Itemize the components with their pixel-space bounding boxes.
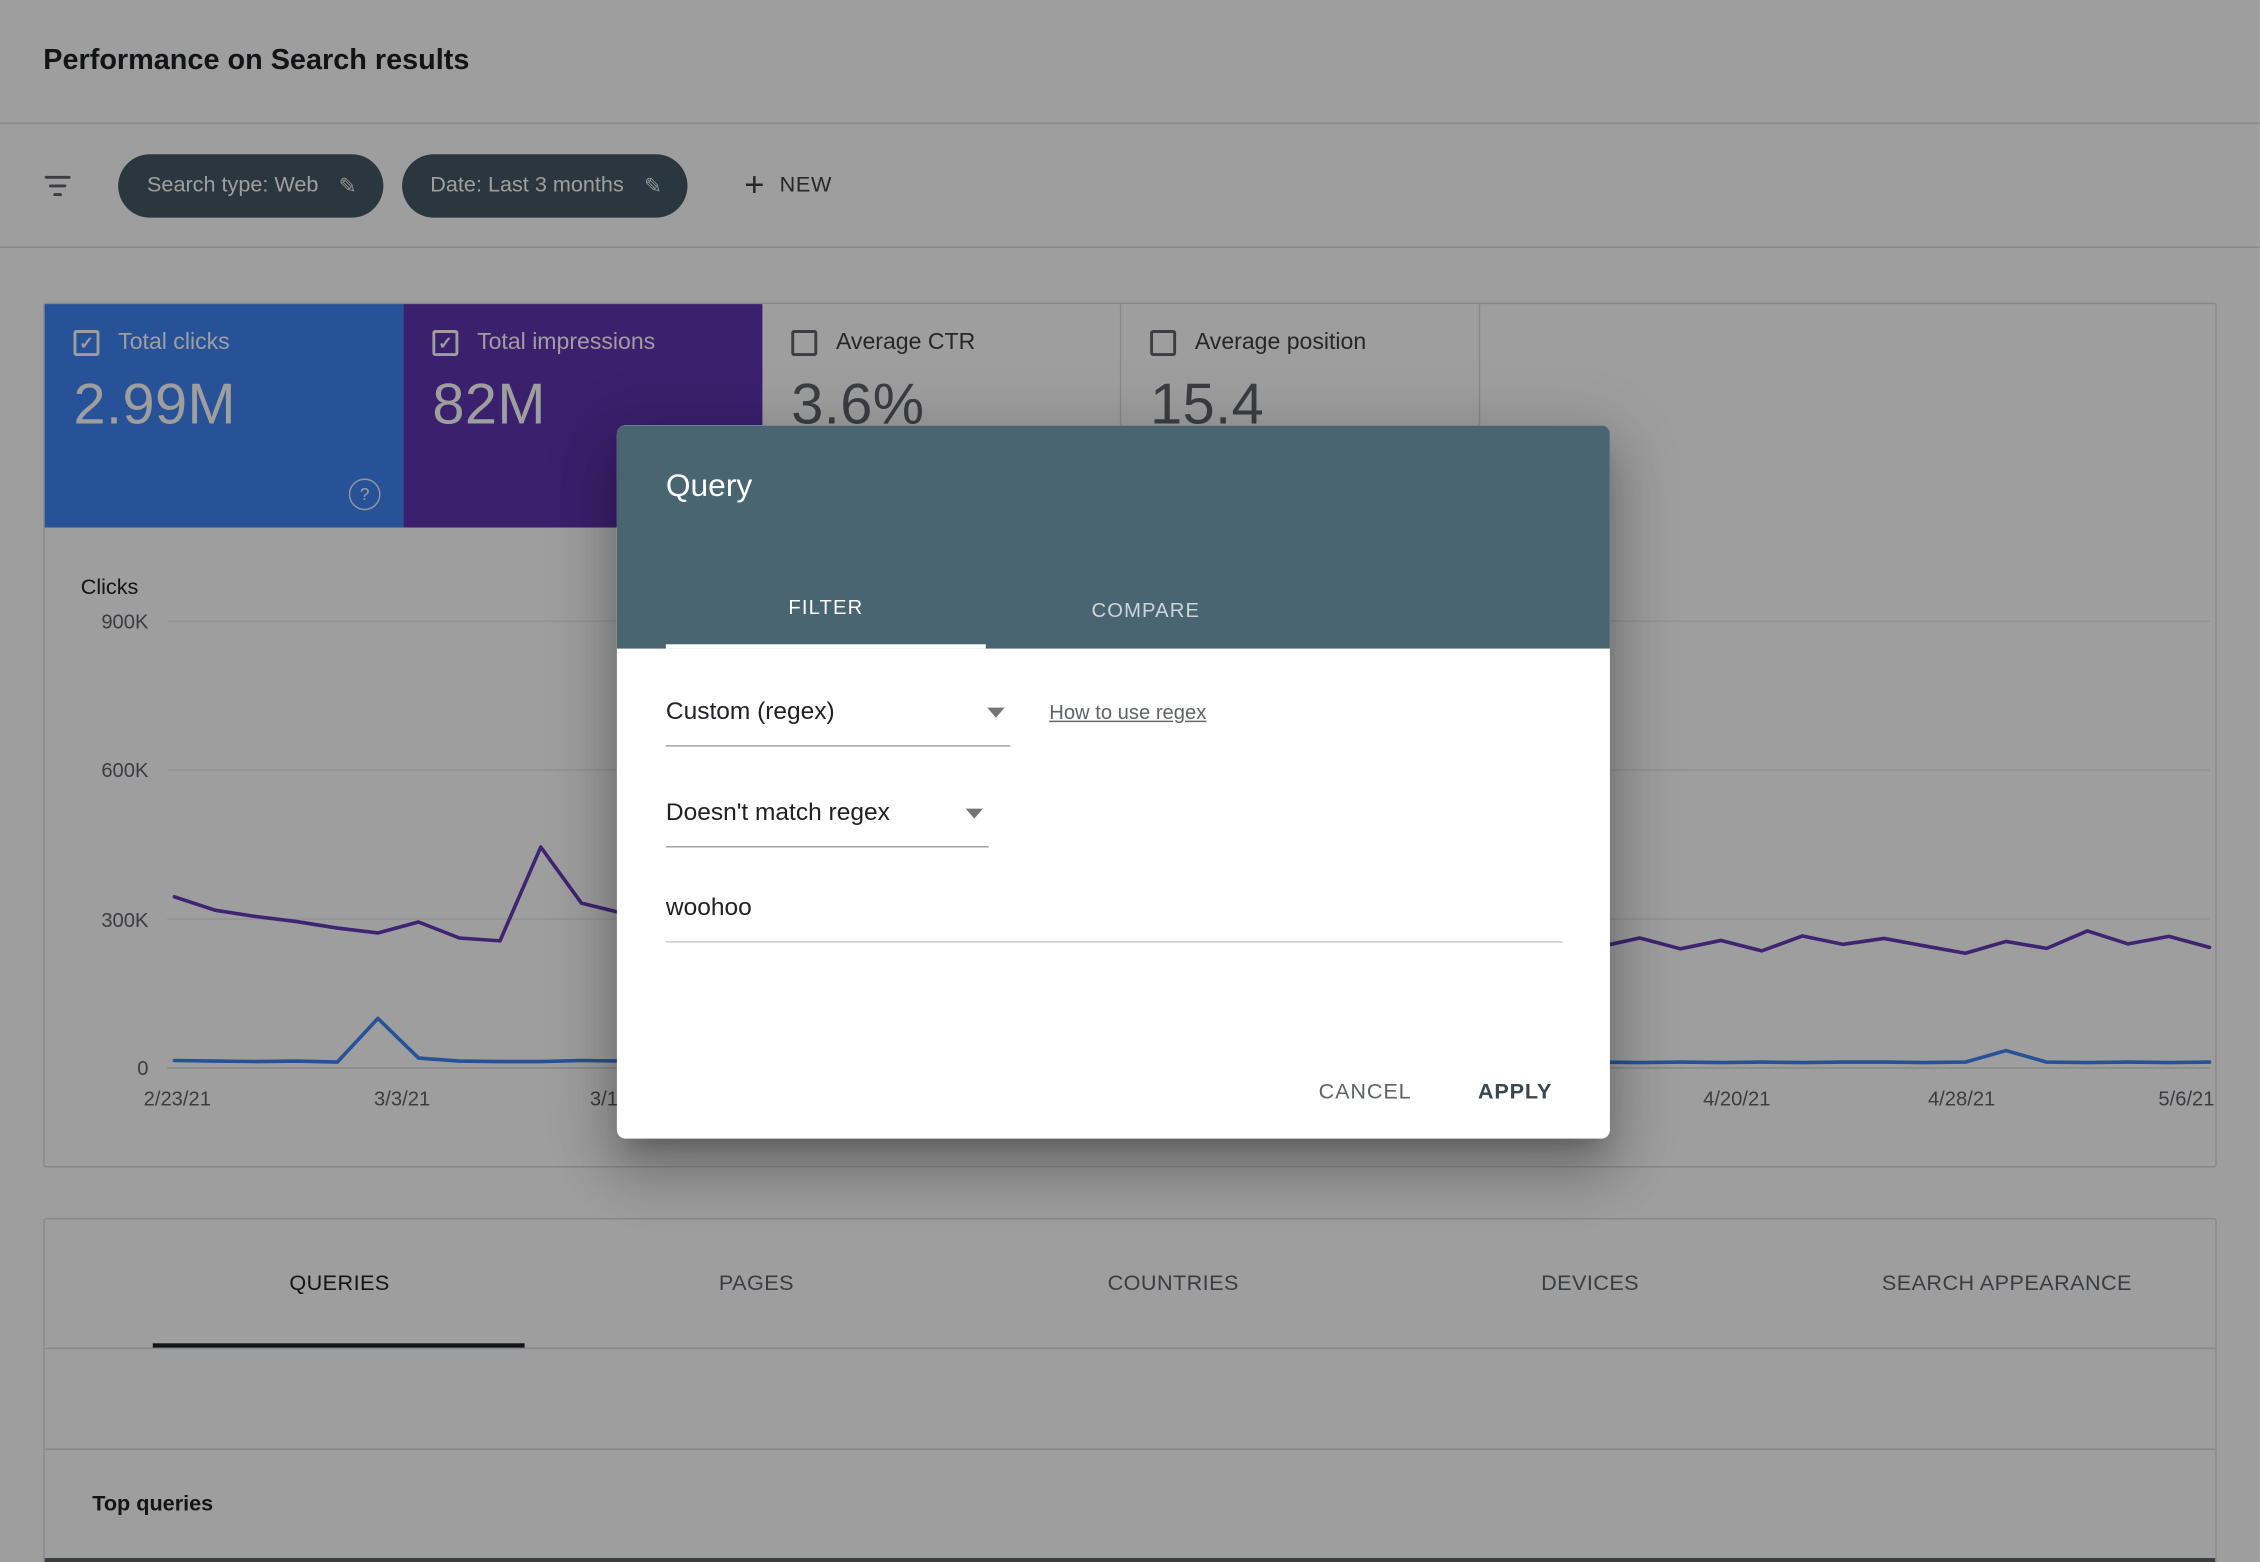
tab-compare[interactable]: COMPARE (1091, 597, 1201, 621)
tab-queries[interactable]: QUERIES (131, 1219, 548, 1348)
date-range-chip[interactable]: Date: Last 3 months ✎ (401, 153, 689, 217)
x-tick-6: 5/6/21 (2158, 1086, 2215, 1110)
average-ctr-checkbox-unchecked[interactable] (791, 330, 818, 357)
query-dialog-title: Query (665, 466, 753, 504)
y-tick-300k: 300K (101, 908, 149, 932)
search-type-chip-label: Search type: Web (147, 172, 319, 198)
chevron-down-icon (965, 808, 983, 819)
tab-devices[interactable]: DEVICES (1541, 1271, 1640, 1296)
total-impressions-label: Total impressions (477, 330, 656, 355)
chevron-down-icon (987, 707, 1005, 718)
table-toolbar-row (44, 1349, 2216, 1450)
total-clicks-value: 2.99M (73, 373, 236, 437)
query-filter-dialog: Query FILTER COMPARE Custom (regex) How … (616, 425, 1610, 1139)
x-tick-2: 3/3/21 (374, 1086, 431, 1110)
top-queries-row: Top queries (45, 1450, 2216, 1558)
how-to-use-regex-link[interactable]: How to use regex (1049, 700, 1207, 724)
total-clicks-card[interactable]: ✓ Total clicks 2.99M ? (44, 304, 404, 528)
y-tick-0: 0 (137, 1056, 149, 1080)
new-filter-label: NEW (779, 172, 833, 198)
match-type-select[interactable]: Doesn't match regex (665, 796, 989, 848)
total-clicks-checkbox-checked[interactable]: ✓ (73, 330, 100, 357)
apply-button[interactable]: APPLY (1452, 1064, 1578, 1117)
date-range-chip-label: Date: Last 3 months (430, 172, 624, 198)
edit-pencil-icon: ✎ (338, 173, 357, 199)
x-tick-4: 4/20/21 (1703, 1086, 1771, 1110)
query-dialog-header: Query FILTER COMPARE (616, 425, 1610, 649)
tab-filter[interactable]: FILTER (665, 569, 986, 649)
match-type-value: Doesn't match regex (665, 798, 890, 826)
filter-bar: Search type: Web ✎ Date: Last 3 months ✎… (0, 123, 2260, 248)
app-header: Performance on Search results (0, 0, 2260, 124)
filter-type-value: Custom (regex) (665, 697, 835, 725)
metric-cards-row: ✓ Total clicks 2.99M ? ✓ Total impressio… (44, 304, 2216, 528)
help-icon[interactable]: ? (348, 478, 381, 511)
y-tick-600k: 600K (101, 758, 149, 782)
query-dialog-tabs: FILTER COMPARE (665, 569, 1306, 649)
cancel-button[interactable]: CANCEL (1293, 1064, 1438, 1117)
x-tick-5: 4/28/21 (1927, 1086, 1996, 1110)
x-tick-1: 2/23/21 (143, 1086, 211, 1110)
y-tick-900k: 900K (101, 609, 149, 633)
average-position-checkbox-unchecked[interactable] (1150, 330, 1177, 357)
filter-type-select[interactable]: Custom (regex) (665, 695, 1011, 747)
chart-y-axis-title: Clicks (80, 575, 139, 600)
edit-pencil-icon: ✎ (643, 173, 663, 199)
dimensions-table-panel: QUERIES PAGES COUNTRIES DEVICES SEARCH A… (43, 1217, 2217, 1562)
tab-pages[interactable]: PAGES (718, 1271, 794, 1296)
regex-query-input[interactable] (665, 890, 1563, 943)
query-dialog-body: Custom (regex) How to use regex Doesn't … (617, 695, 1610, 943)
top-queries-title: Top queries (92, 1491, 214, 1517)
average-position-label: Average position (1194, 330, 1367, 355)
new-filter-button[interactable]: + NEW (744, 165, 832, 205)
plus-icon: + (744, 165, 766, 204)
page-title: Performance on Search results (43, 44, 470, 77)
table-header-strip (44, 1558, 2216, 1562)
filter-icon[interactable] (43, 175, 72, 196)
tab-countries[interactable]: COUNTRIES (1107, 1271, 1239, 1296)
dimension-tabs: QUERIES PAGES COUNTRIES DEVICES SEARCH A… (44, 1219, 2216, 1350)
total-impressions-checkbox-checked[interactable]: ✓ (432, 330, 459, 357)
tab-search-appearance[interactable]: SEARCH APPEARANCE (1881, 1271, 2132, 1296)
search-type-chip[interactable]: Search type: Web ✎ (118, 153, 383, 217)
total-impressions-value: 82M (432, 373, 546, 437)
query-dialog-footer: CANCEL APPLY (617, 1044, 1610, 1139)
total-clicks-label: Total clicks (118, 330, 230, 355)
x-tick-3: 3/1 (589, 1086, 618, 1110)
average-ctr-label: Average CTR (835, 330, 976, 355)
